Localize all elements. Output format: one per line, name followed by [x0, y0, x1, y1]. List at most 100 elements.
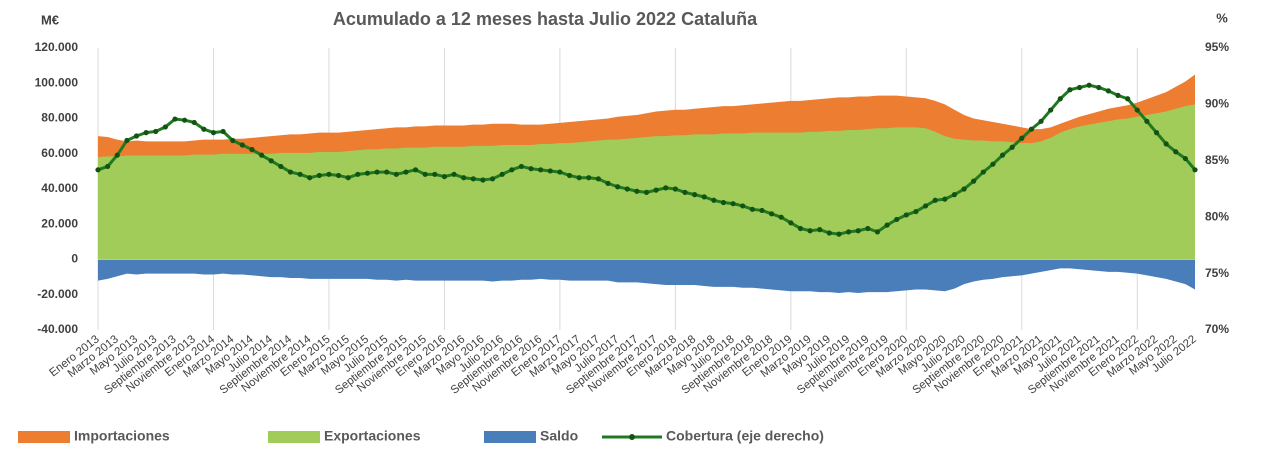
line-marker: [355, 171, 361, 177]
line-marker: [749, 206, 755, 212]
line-marker: [740, 203, 746, 209]
line-marker: [249, 146, 255, 153]
line-marker: [451, 171, 457, 177]
line-marker: [1048, 107, 1054, 113]
line-marker: [412, 167, 419, 173]
line-marker: [230, 137, 236, 144]
y2-tick-label: 75%: [1205, 266, 1229, 280]
y-tick-label: 40.000: [41, 181, 78, 195]
line-marker: [711, 197, 717, 203]
line-marker: [297, 171, 303, 177]
y-axis-label: M€: [41, 12, 59, 27]
line-marker: [913, 208, 919, 215]
line-marker: [643, 189, 650, 195]
y2-axis-label: %: [1216, 10, 1228, 25]
line-marker: [634, 188, 640, 194]
line-marker: [557, 169, 563, 175]
line-marker: [538, 167, 544, 173]
line-marker: [182, 117, 188, 123]
y-tick-label: 80.000: [41, 111, 78, 125]
y2-tick-label: 70%: [1205, 322, 1229, 336]
y-tick-label: -20.000: [37, 287, 78, 301]
line-marker: [615, 184, 621, 190]
line-marker: [210, 130, 217, 136]
line-marker: [172, 116, 178, 122]
line-marker: [547, 168, 553, 174]
line-marker: [258, 152, 265, 158]
y2-tick-label: 80%: [1205, 209, 1229, 223]
y-tick-label: 20.000: [41, 216, 78, 230]
line-marker: [1182, 155, 1188, 162]
line-marker: [1057, 96, 1063, 102]
line-marker: [1019, 135, 1025, 141]
line-marker: [817, 227, 823, 233]
legend-swatch: [268, 431, 320, 443]
line-marker: [1153, 130, 1160, 136]
line-marker: [403, 169, 409, 175]
line-marker: [499, 171, 505, 177]
line-marker: [922, 203, 929, 209]
line-marker: [374, 169, 380, 175]
y-tick-label: 0: [71, 252, 78, 266]
line-marker: [287, 169, 294, 175]
line-marker: [942, 196, 948, 202]
line-marker: [1192, 167, 1198, 173]
line-marker: [105, 163, 111, 170]
line-marker: [1086, 82, 1092, 88]
line-marker: [807, 228, 813, 234]
line-marker: [845, 229, 852, 235]
line-marker: [778, 214, 784, 220]
line-marker: [528, 166, 534, 172]
y2-tick-label: 95%: [1205, 40, 1229, 54]
line-marker: [701, 194, 707, 200]
line-marker: [1076, 84, 1083, 91]
line-marker: [1067, 87, 1073, 93]
line-marker: [278, 163, 284, 170]
line-marker: [826, 230, 832, 236]
line-marker: [653, 187, 659, 193]
line-marker: [884, 222, 890, 228]
line-marker: [692, 192, 698, 198]
line-marker: [932, 197, 938, 203]
legend-label: Exportaciones: [324, 428, 421, 444]
legend-swatch: [18, 431, 70, 443]
chart-title: Acumulado a 12 meses hasta Julio 2022 Ca…: [333, 9, 758, 29]
line-marker: [1134, 107, 1140, 113]
line-marker: [393, 171, 399, 177]
line-marker: [1163, 141, 1169, 147]
line-marker: [441, 173, 448, 180]
legend-label: Importaciones: [74, 428, 170, 444]
line-marker: [220, 128, 226, 135]
line-marker: [326, 171, 332, 177]
line-marker: [1125, 96, 1131, 102]
y-tick-label: 100.000: [35, 75, 79, 89]
line-marker: [307, 175, 313, 181]
line-marker: [624, 186, 630, 192]
line-marker: [461, 175, 467, 181]
line-marker: [605, 180, 611, 186]
line-marker: [1115, 92, 1121, 98]
line-marker: [191, 119, 197, 126]
area: [98, 104, 1195, 260]
line-marker: [586, 175, 592, 181]
line-marker: [865, 225, 871, 232]
line-marker: [316, 172, 322, 179]
line-marker: [999, 152, 1006, 158]
y2-tick-label: 90%: [1205, 97, 1229, 111]
line-marker: [114, 152, 120, 158]
legend-swatch: [484, 431, 536, 443]
line-marker: [124, 137, 130, 144]
line-marker: [95, 167, 101, 173]
y-tick-label: -40.000: [37, 322, 78, 336]
line-marker: [951, 192, 958, 198]
line-marker: [1105, 88, 1111, 94]
line-marker: [730, 201, 736, 207]
line-marker: [797, 225, 804, 232]
y-tick-label: 60.000: [41, 146, 78, 160]
area: [98, 259, 1195, 293]
line-marker: [432, 171, 438, 177]
line-marker: [470, 176, 476, 182]
line-marker: [384, 169, 390, 175]
line-marker: [903, 212, 909, 218]
